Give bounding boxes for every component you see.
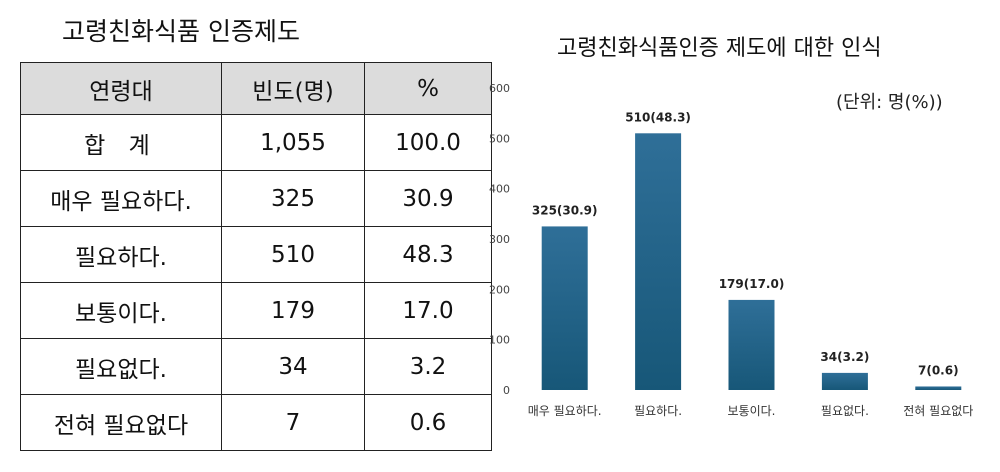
row-frequency: 510 [221, 226, 365, 283]
unit-note: (단위: 명(%)) [836, 92, 943, 113]
row-percent: 100.0 [364, 114, 492, 171]
row-label: 매우 필요하다. [20, 170, 222, 227]
bar [821, 372, 868, 390]
bar [541, 226, 588, 390]
x-category-label: 필요없다. [821, 404, 869, 418]
row-label: 필요하다. [20, 226, 222, 283]
table-row: 전혀 필요없다 7 0.6 [20, 394, 492, 451]
row-percent: 0.6 [364, 394, 492, 451]
y-tick-label: 0 [503, 384, 510, 397]
y-tick-label: 600 [489, 82, 510, 95]
bar-data-label: 510(48.3) [625, 110, 691, 124]
table-title: 고령친화식품 인증제도 [62, 17, 300, 46]
table-row: 보통이다. 179 17.0 [20, 282, 492, 339]
chart-title: 고령친화식품인증 제도에 대한 인식 [557, 36, 882, 61]
row-frequency: 34 [221, 338, 365, 395]
header-percent: % [364, 62, 492, 115]
y-tick-label: 400 [489, 183, 510, 196]
row-percent: 30.9 [364, 170, 492, 227]
y-tick-label: 500 [489, 132, 510, 145]
row-percent: 48.3 [364, 226, 492, 283]
bar [915, 386, 962, 390]
table-row: 합 계 1,055 100.0 [20, 114, 492, 171]
bar [728, 299, 775, 390]
bar-chart: 0 100 200 300 400 500 600 325(30.9) 매우 필요하다. 510(… [489, 82, 973, 418]
header-frequency: 빈도(명) [221, 62, 365, 115]
row-label: 필요없다. [20, 338, 222, 395]
bar-data-label: 325(30.9) [532, 203, 598, 217]
y-tick-label: 300 [489, 233, 510, 246]
bar-data-label: 179(17.0) [719, 277, 785, 291]
y-tick-label: 200 [489, 283, 510, 296]
header-age-group: 연령대 [20, 62, 222, 115]
table-row: 매우 필요하다. 325 30.9 [20, 170, 492, 227]
row-percent: 17.0 [364, 282, 492, 339]
row-frequency: 325 [221, 170, 365, 227]
frequency-table: 연령대 빈도(명) % 합 계 1,055 100.0 매우 필요하다. 325… [20, 62, 492, 451]
table-row: 필요하다. 510 48.3 [20, 226, 492, 283]
x-category-label: 보통이다. [728, 404, 776, 418]
row-label: 합 계 [20, 114, 222, 171]
bar-data-label: 34(3.2) [820, 350, 869, 364]
row-frequency: 1,055 [221, 114, 365, 171]
bar [635, 133, 682, 391]
table-header-row: 연령대 빈도(명) % [20, 62, 492, 115]
row-percent: 3.2 [364, 338, 492, 395]
row-frequency: 7 [221, 394, 365, 451]
x-category-label: 전혀 필요없다 [903, 404, 973, 418]
x-category-label: 매우 필요하다. [528, 404, 602, 418]
y-tick-label: 100 [489, 334, 510, 347]
table-row: 필요없다. 34 3.2 [20, 338, 492, 395]
row-label: 전혀 필요없다 [20, 394, 222, 451]
row-frequency: 179 [221, 282, 365, 339]
bar-data-label: 7(0.6) [918, 363, 959, 377]
row-label: 보통이다. [20, 282, 222, 339]
x-category-label: 필요하다. [634, 404, 682, 418]
